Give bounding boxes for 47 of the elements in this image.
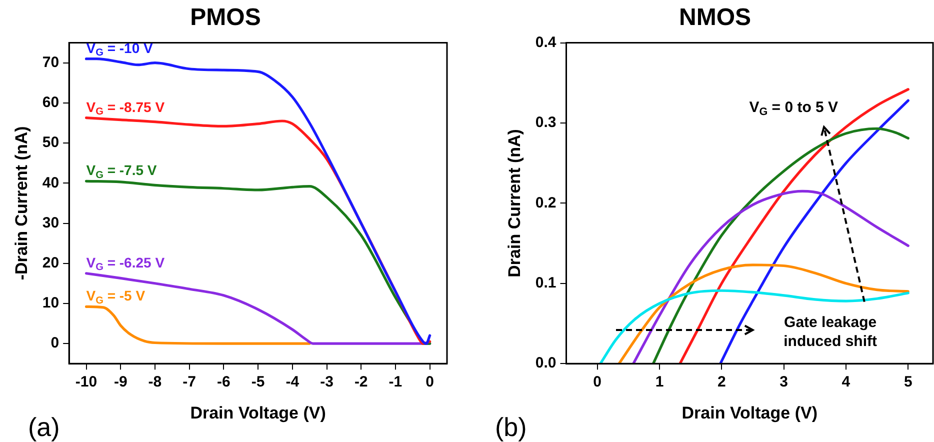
line-series: [632, 190, 910, 364]
line-series: [719, 99, 910, 364]
x-axis-title: Drain Voltage (V): [682, 403, 818, 422]
x-tick-label: -7: [182, 374, 196, 391]
x-tick-label: -3: [320, 374, 334, 391]
y-tick-label: 0.2: [535, 194, 556, 212]
y-axis-title: -Drain Current (nA): [12, 126, 31, 280]
line-series: [652, 127, 910, 364]
x-tick-label: -8: [148, 374, 162, 391]
y-tick-label: 0: [50, 334, 60, 352]
x-tick-label: 1: [655, 374, 664, 391]
x-tick-label: 4: [842, 374, 851, 391]
y-tick-label: 30: [42, 214, 60, 232]
y-tick-label: 50: [42, 134, 60, 152]
line-series: [84, 305, 311, 345]
y-tick-label: 40: [42, 174, 60, 192]
x-tick-label: 3: [780, 374, 788, 391]
x-tick-label: -4: [286, 374, 300, 391]
y-tick-label: 70: [42, 54, 60, 71]
chart-title: PMOS: [190, 4, 261, 32]
x-tick-label: -10: [75, 374, 98, 391]
x-tick-label: -6: [217, 374, 230, 391]
y-tick-label: 20: [42, 254, 60, 272]
x-tick-label: 5: [904, 374, 912, 391]
x-tick-label: -1: [388, 374, 402, 391]
chart-title: NMOS: [679, 4, 751, 32]
line-series: [618, 264, 910, 364]
line-series: [678, 88, 910, 364]
x-tick-label: -5: [251, 374, 265, 391]
y-tick-label: 10: [42, 294, 60, 312]
line-series: [84, 58, 432, 345]
y-tick-label: 0.1: [535, 274, 556, 292]
x-axis-title: Drain Voltage (V): [190, 403, 326, 422]
annotation: Gate leakage induced shift: [784, 314, 877, 350]
y-tick-label: 0.0: [535, 354, 556, 372]
line-series: [599, 289, 910, 364]
text: (a): [28, 412, 60, 442]
y-tick-label: 0.4: [535, 34, 557, 51]
x-tick-label: -9: [114, 374, 128, 391]
y-tick-label: 60: [42, 94, 60, 112]
y-axis-title: Drain Current (nA): [504, 129, 524, 278]
x-tick-label: 2: [717, 374, 726, 391]
x-tick-label: 0: [593, 374, 602, 391]
y-tick-label: 0.3: [535, 114, 556, 132]
x-tick-label: -2: [354, 374, 368, 391]
x-tick-label: 0: [426, 374, 434, 391]
text: (b): [495, 412, 527, 442]
